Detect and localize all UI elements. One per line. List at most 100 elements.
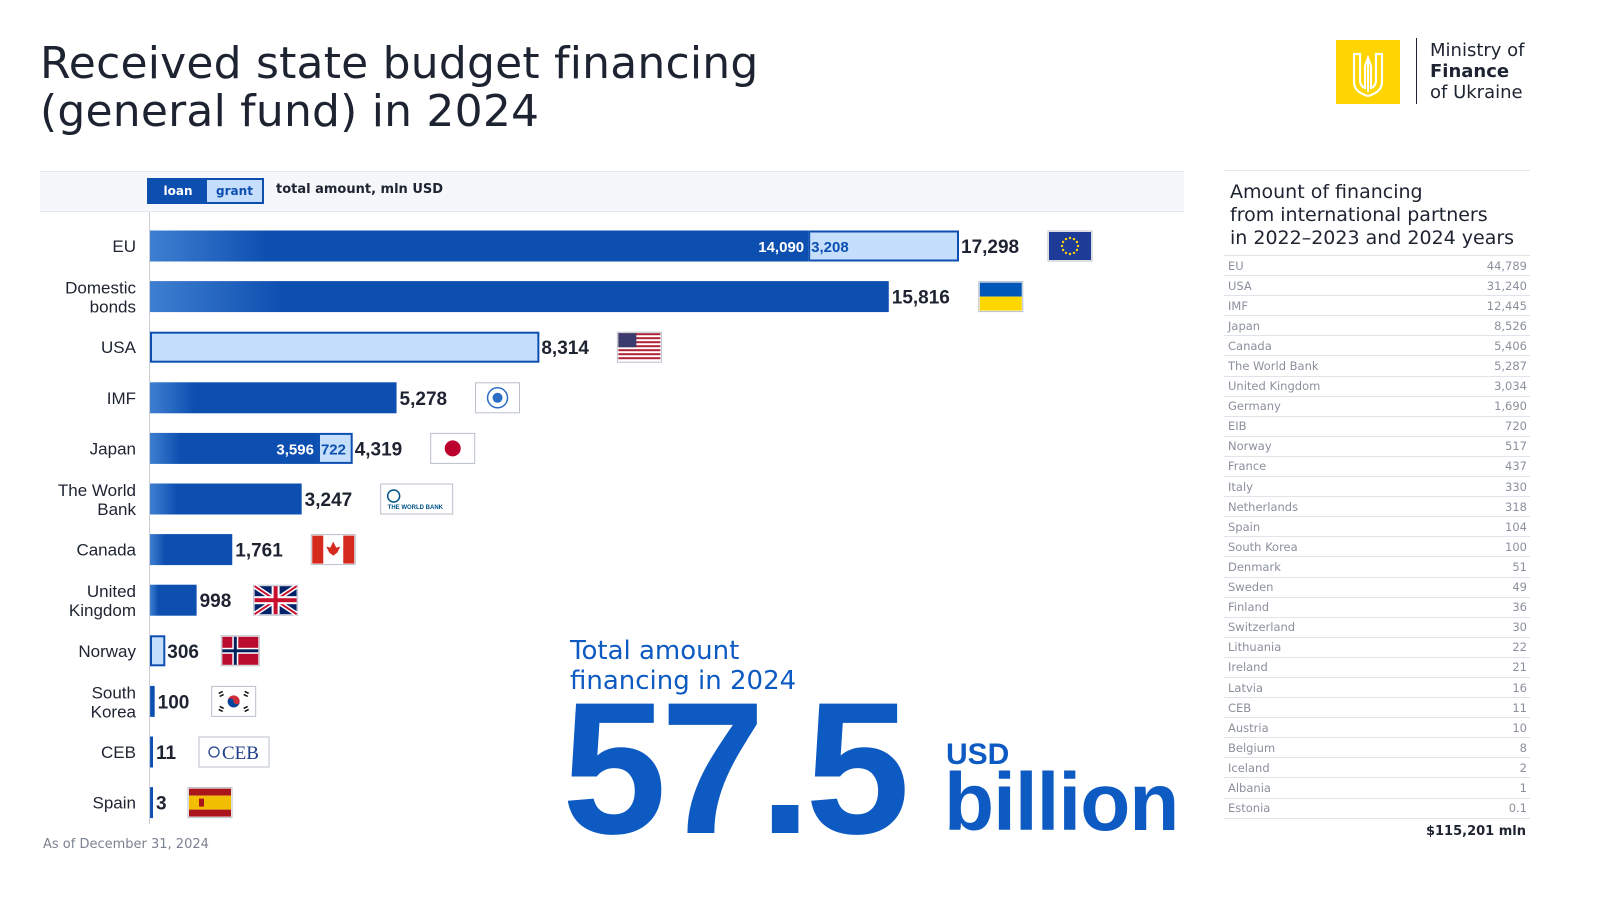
table-row: Switzerland 30 [1224,618,1530,638]
partners-table: EU 44,789 USA 31,240 IMF 12,445 Japan 8,526 Cana… [1224,255,1530,819]
category-label: Korea [91,702,137,721]
bar-total-label: 306 [167,642,199,663]
table-row: Germany 1,690 [1224,397,1530,417]
row-value: 1,690 [1494,399,1527,414]
bar-total-label: 1,761 [235,541,283,562]
row-name: Finland [1228,600,1270,615]
title-line-1: Received state budget financing [40,38,759,89]
row-value: 16 [1512,680,1527,695]
partners-sidebar: Amount of financing from international p… [1224,170,1530,870]
sidebar-title-line-2: from international partners [1230,204,1488,226]
japan-flag-icon [430,432,476,464]
row-value: 517 [1505,439,1527,454]
row-value: 30 [1512,620,1527,635]
row-value: 11 [1512,700,1527,715]
table-row: France 437 [1224,457,1530,478]
row-value: 104 [1505,519,1527,534]
row-name: Ireland [1228,660,1268,675]
bar-loan [150,230,809,262]
table-row: South Korea 100 [1224,537,1530,558]
row-value: 100 [1505,539,1527,554]
total-heading-line-1: Total amount [570,636,740,666]
bar-loan [150,382,397,414]
category-label: Norway [78,642,136,661]
flag-border [198,736,270,768]
flag-stripe [189,788,231,796]
bar-loan [150,685,155,717]
logo-globe [492,392,503,403]
row-name: Spain [1228,519,1261,534]
flag-emblem [199,798,204,807]
bar-loan [150,787,153,819]
flag-star [1061,240,1065,244]
bar-loan [150,584,197,616]
category-label: Domestic [65,279,136,298]
category-label: Canada [76,541,136,560]
bar-total-label: 5,278 [400,389,448,410]
flag-taegeuk [227,698,240,708]
flag-star [1075,248,1079,252]
world-bank-logo-text: THE WORLD BANK [388,505,444,511]
logo-line-2: Finance [1430,61,1510,82]
bar-loan-label: 14,090 [758,239,804,256]
row-name: Japan [1228,318,1261,333]
imf-logo-icon [475,382,521,414]
bar-grant [317,432,353,464]
table-row: Denmark 51 [1224,557,1530,578]
row-name: Germany [1228,399,1281,414]
table-row: Canada 5,406 [1224,336,1530,357]
row-value: 318 [1505,499,1527,514]
row-value: 31,240 [1486,278,1527,293]
table-row: Italy 330 [1224,477,1530,498]
row-name: EU [1228,258,1244,273]
flag-sun [444,440,461,457]
row-name: CEB [1228,700,1252,715]
tryzub-trident-icon [1336,40,1400,104]
bar-loan [150,483,302,515]
row-value: 8 [1519,740,1527,755]
sidebar-title-line-3: in 2022–2023 and 2024 years [1230,227,1515,249]
bar-total-label: 998 [200,591,232,612]
row-value: 5,287 [1494,359,1527,374]
row-name: Latvia [1228,680,1264,695]
page-title: Received state budget financing (general… [40,40,759,136]
flag-stripe [189,809,231,817]
sidebar-header: Amount of financing from international p… [1224,170,1530,256]
chart-legend: loan grant total amount, mln USD [40,171,1184,212]
table-row: Albania 1 [1224,778,1530,799]
table-row: Netherlands 318 [1224,497,1530,518]
table-row: USA 31,240 [1224,276,1530,297]
flag-stripe [618,349,661,352]
category-label: The World [58,481,136,500]
legend-swatches: loan grant [147,178,264,204]
row-value: 437 [1505,459,1527,474]
row-name: Sweden [1228,580,1274,595]
bar-total-label: 11 [156,743,177,764]
bar-grant-label: 3,208 [811,239,849,256]
title-line-2: (general fund) in 2024 [40,86,540,137]
row-value: 5,406 [1494,338,1527,353]
table-row: EU 44,789 [1224,256,1530,277]
flag-cross [222,649,259,653]
flag-stripe [618,345,661,348]
flag-star [1061,248,1065,252]
bar-total-label: 4,319 [355,439,403,460]
table-row: Japan 8,526 [1224,316,1530,337]
bar-total-label: 8,314 [541,338,589,359]
bar-loan [150,432,318,464]
row-name: Netherlands [1228,499,1299,514]
category-label: Bank [97,500,136,519]
row-name: Belgium [1228,740,1276,755]
flag-star [1072,251,1076,255]
row-name: EIB [1228,419,1247,434]
category-axis-line [149,212,150,824]
row-value: 3,034 [1494,379,1527,394]
flag-trigrams [218,690,250,713]
flag-star [1064,237,1068,241]
row-name: IMF [1228,298,1248,313]
category-label: Kingdom [69,601,136,620]
category-label: EU [112,237,136,256]
table-row: Estonia 0.1 [1224,799,1530,819]
category-label: Spain [93,794,136,813]
row-name: Denmark [1228,559,1281,574]
